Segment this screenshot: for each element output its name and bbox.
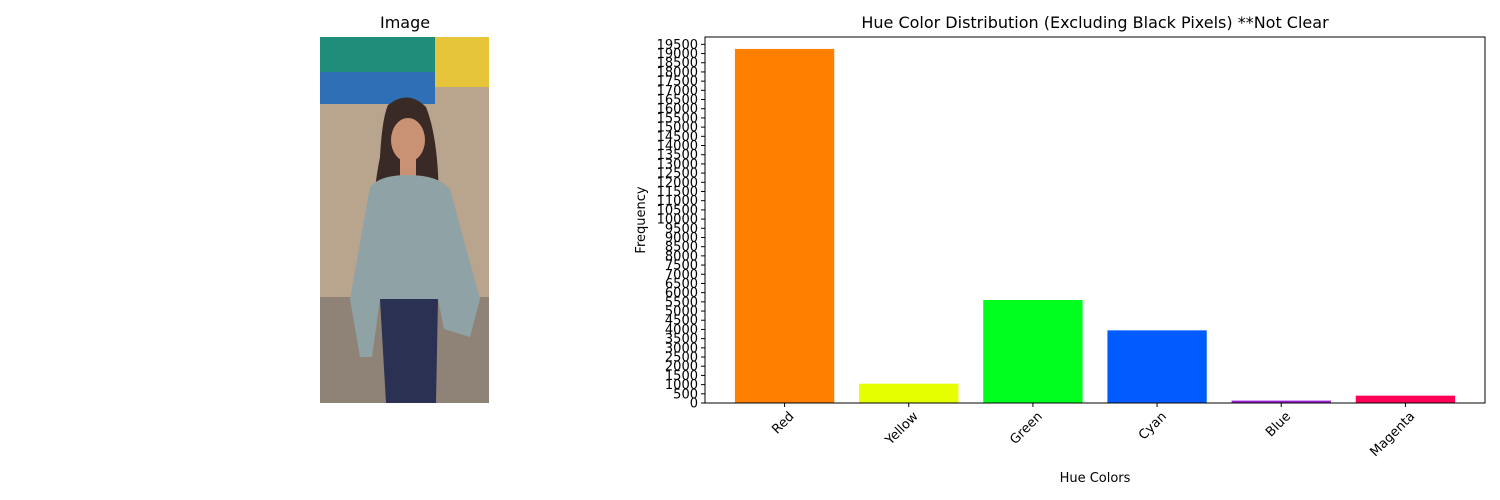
y-tick-label: 5500 xyxy=(665,295,698,310)
y-tick-label: 18000 xyxy=(657,65,698,80)
y-tick-label: 19500 xyxy=(657,38,698,53)
y-tick-label: 15000 xyxy=(657,121,698,136)
y-tick-label: 17500 xyxy=(657,75,698,90)
y-tick-label: 18500 xyxy=(657,56,698,71)
y-tick-label: 15500 xyxy=(657,111,698,126)
y-tick-label: 6000 xyxy=(665,286,698,301)
y-tick-label: 3000 xyxy=(665,341,698,356)
y-tick-label: 3500 xyxy=(665,332,698,347)
y-tick-label: 4500 xyxy=(665,314,698,329)
y-tick-label: 5000 xyxy=(665,305,698,320)
y-tick-label: 11500 xyxy=(657,185,698,200)
y-tick-label: 11000 xyxy=(657,194,698,209)
y-tick-label: 10500 xyxy=(657,203,698,218)
x-tick-label: Green xyxy=(1007,409,1045,447)
x-tick-label: Magenta xyxy=(1368,409,1419,460)
y-tick-label: 14000 xyxy=(657,139,698,154)
y-tick-label: 7500 xyxy=(665,259,698,274)
y-tick-label: 7000 xyxy=(665,268,698,283)
y-tick-label: 8500 xyxy=(665,240,698,255)
y-tick-label: 13000 xyxy=(657,157,698,172)
y-tick-label: 12000 xyxy=(657,176,698,191)
bar-blue xyxy=(1231,400,1331,403)
y-tick-label: 9500 xyxy=(665,222,698,237)
bar-cyan xyxy=(1107,330,1207,403)
y-tick-label: 14500 xyxy=(657,130,698,145)
y-tick-label: 17000 xyxy=(657,84,698,99)
y-tick-label: 2500 xyxy=(665,351,698,366)
photo-image xyxy=(320,37,489,403)
photo-illustration xyxy=(320,37,489,403)
y-tick-label: 19000 xyxy=(657,47,698,62)
y-tick-label: 16000 xyxy=(657,102,698,117)
y-tick-label: 0 xyxy=(690,397,698,412)
y-tick-label: 13500 xyxy=(657,148,698,163)
bar-magenta xyxy=(1355,395,1456,403)
y-tick-label: 1500 xyxy=(665,369,698,384)
y-tick-label: 12500 xyxy=(657,167,698,182)
y-tick-label: 6500 xyxy=(665,277,698,292)
bar-yellow xyxy=(859,383,959,403)
x-tick-label: Red xyxy=(769,409,797,437)
y-axis-label: Frequency xyxy=(634,186,649,253)
y-tick-label: 9000 xyxy=(665,231,698,246)
y-tick-label: 1000 xyxy=(665,378,698,393)
y-tick-label: 16500 xyxy=(657,93,698,108)
x-tick-label: Yellow xyxy=(882,409,922,449)
plot-frame xyxy=(704,36,1486,404)
y-tick-label: 2000 xyxy=(665,360,698,375)
image-panel-title: Image xyxy=(380,13,431,32)
y-tick-label: 8000 xyxy=(665,249,698,264)
bar-green xyxy=(983,300,1083,403)
x-tick-label: Cyan xyxy=(1136,409,1170,443)
y-tick-label: 500 xyxy=(673,387,698,402)
y-tick-label: 10000 xyxy=(657,213,698,228)
bar-red xyxy=(734,48,835,403)
x-axis-label: Hue Colors xyxy=(1060,471,1131,486)
chart-title: Hue Color Distribution (Excluding Black … xyxy=(861,13,1329,32)
x-tick-label: Blue xyxy=(1263,409,1294,440)
y-tick-label: 4000 xyxy=(665,323,698,338)
